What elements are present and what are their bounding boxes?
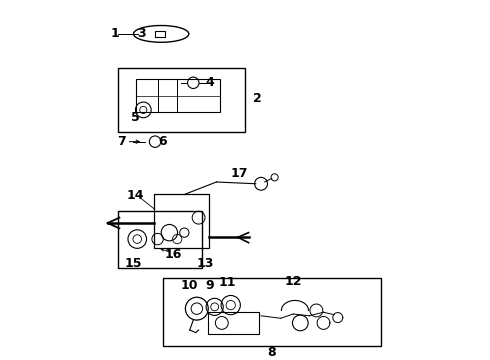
Text: 12: 12 [284,275,302,288]
Text: 4: 4 [205,76,214,89]
Text: 7: 7 [118,135,126,148]
Bar [208,312,259,334]
Text: 3: 3 [137,27,146,40]
Bar [155,31,165,37]
Bar [118,211,202,267]
Bar [154,194,209,248]
Text: 15: 15 [125,257,143,270]
Text: 6: 6 [159,135,167,148]
Text: 1: 1 [110,27,119,40]
Bar [163,278,381,346]
Bar [136,78,220,112]
Text: 14: 14 [127,189,144,202]
Text: 17: 17 [231,167,248,180]
Text: 10: 10 [181,279,198,292]
Bar [118,68,245,132]
Text: 13: 13 [196,257,214,270]
Text: 2: 2 [253,92,262,105]
Text: 11: 11 [219,276,236,289]
Text: 16: 16 [164,248,182,261]
Text: 5: 5 [131,111,140,123]
Text: 8: 8 [268,346,276,359]
Text: 9: 9 [205,279,214,292]
